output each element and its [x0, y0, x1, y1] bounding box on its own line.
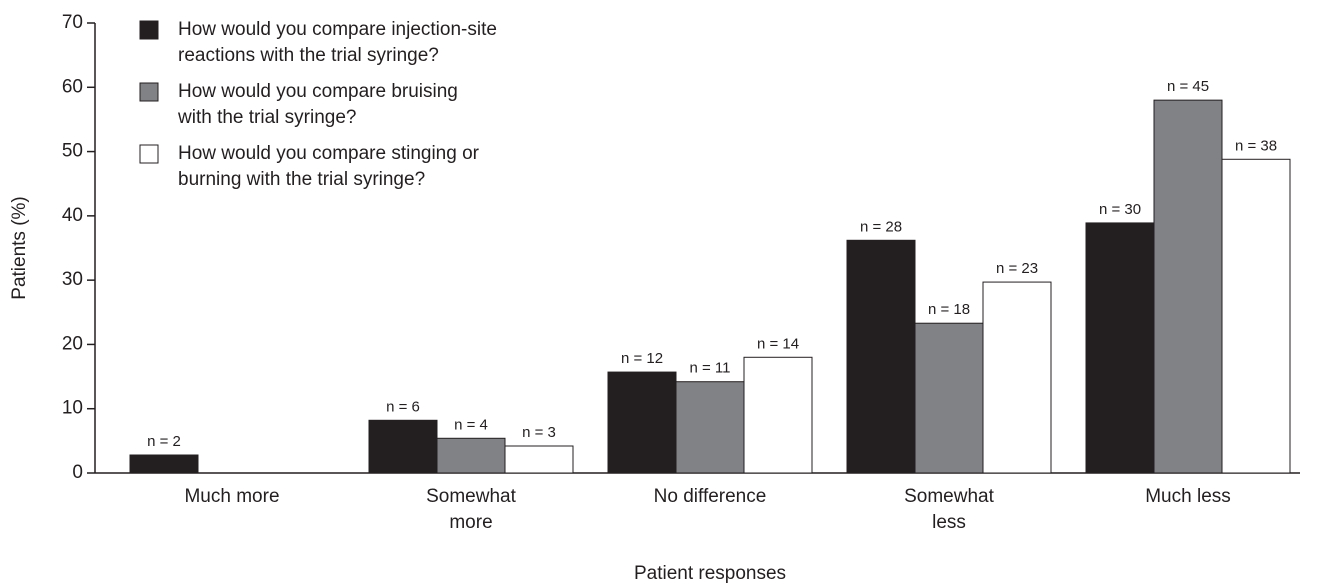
bar [504, 445, 574, 474]
bar [982, 281, 1052, 474]
bar [1221, 158, 1291, 474]
y-tick-label: 60 [62, 76, 83, 97]
value-label: n = 3 [522, 424, 556, 441]
value-label: n = 18 [928, 301, 970, 318]
legend-label: How would you compare bruising with the t… [177, 81, 458, 128]
legend-swatch [139, 144, 159, 164]
value-label: n = 28 [860, 218, 902, 235]
bar [607, 371, 677, 474]
y-tick-label: 70 [62, 12, 83, 33]
value-label: n = 30 [1099, 201, 1141, 218]
x-tick-label: No difference [654, 486, 767, 507]
y-tick-label: 20 [62, 333, 83, 354]
y-tick-label: 0 [72, 462, 83, 483]
value-label: n = 38 [1235, 137, 1277, 154]
bar [368, 419, 438, 474]
x-tick-label: Much less [1145, 486, 1231, 507]
bar [914, 322, 984, 474]
value-label: n = 6 [386, 398, 420, 415]
bar [846, 239, 916, 474]
legend-swatch [139, 82, 159, 102]
value-label: n = 14 [757, 335, 799, 352]
bar [129, 454, 199, 474]
value-label: n = 2 [147, 433, 181, 450]
value-label: n = 23 [996, 260, 1038, 277]
value-label: n = 11 [689, 360, 730, 377]
value-label: n = 12 [621, 350, 663, 367]
x-axis-title: Patient responses [634, 563, 786, 584]
legend-swatch [139, 20, 159, 40]
bar [1085, 222, 1155, 474]
bar [1153, 99, 1223, 474]
x-tick-label: Somewhat more [426, 486, 516, 533]
y-axis-title: Patients (%) [9, 196, 30, 299]
y-tick-label: 30 [62, 269, 83, 290]
value-label: n = 4 [454, 416, 488, 433]
x-tick-label: Somewhat less [904, 486, 994, 533]
value-label: n = 45 [1167, 78, 1209, 95]
bar [436, 437, 506, 474]
legend-label: How would you compare stinging or burning… [178, 143, 480, 190]
y-tick-label: 50 [62, 141, 83, 162]
bar [675, 381, 745, 474]
y-tick-label: 40 [62, 205, 83, 226]
legend-label: How would you compare injection-site reac… [178, 19, 497, 66]
y-tick-label: 10 [62, 398, 83, 419]
x-tick-label: Much more [184, 486, 279, 507]
bar [743, 356, 813, 474]
